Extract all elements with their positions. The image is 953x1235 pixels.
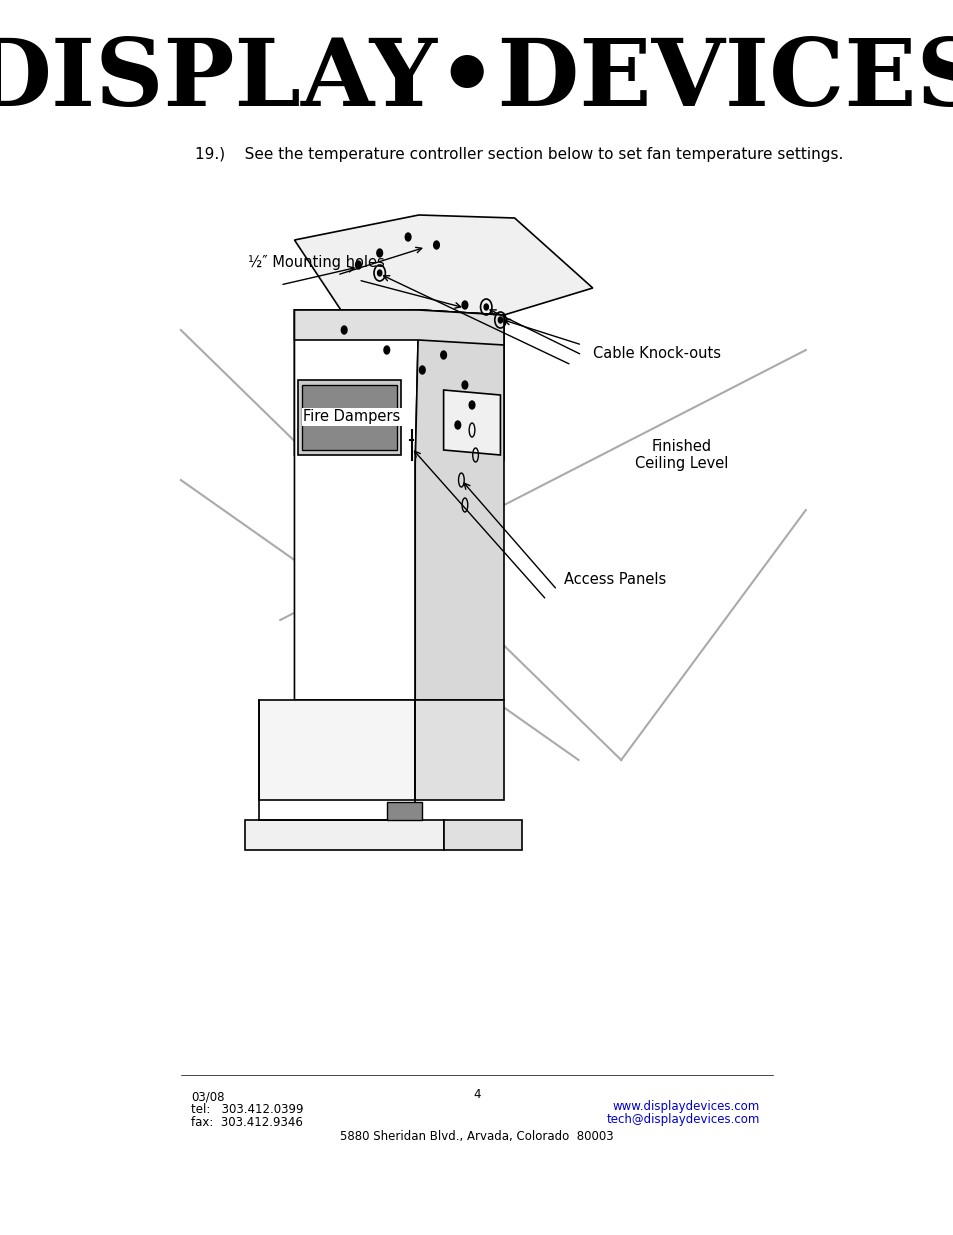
Circle shape — [405, 233, 411, 241]
Circle shape — [341, 326, 347, 333]
Circle shape — [419, 366, 425, 374]
Polygon shape — [443, 820, 521, 850]
Polygon shape — [294, 310, 503, 466]
Text: 5880 Sheridan Blvd., Arvada, Colorado  80003: 5880 Sheridan Blvd., Arvada, Colorado 80… — [340, 1130, 613, 1144]
Polygon shape — [415, 310, 503, 700]
Text: Fire Dampers: Fire Dampers — [303, 410, 400, 425]
Polygon shape — [258, 700, 415, 800]
Text: ½″ Mounting holes: ½″ Mounting holes — [248, 256, 385, 270]
Circle shape — [383, 346, 389, 354]
Text: 03/08: 03/08 — [192, 1091, 225, 1103]
Polygon shape — [443, 390, 500, 454]
Circle shape — [497, 317, 502, 324]
Text: Finished
Ceiling Level: Finished Ceiling Level — [635, 438, 728, 472]
Polygon shape — [294, 310, 503, 345]
Circle shape — [376, 249, 382, 257]
Circle shape — [377, 270, 381, 275]
Text: tech@displaydevices.com: tech@displaydevices.com — [606, 1113, 759, 1126]
Polygon shape — [294, 215, 592, 315]
Text: 4: 4 — [473, 1088, 480, 1100]
Polygon shape — [294, 310, 418, 700]
Circle shape — [461, 382, 467, 389]
Circle shape — [461, 301, 467, 309]
Circle shape — [483, 304, 488, 310]
Circle shape — [434, 241, 439, 249]
Polygon shape — [415, 700, 503, 800]
Text: Cable Knock-outs: Cable Knock-outs — [592, 346, 720, 361]
Text: tel:   303.412.0399: tel: 303.412.0399 — [192, 1103, 304, 1116]
Circle shape — [355, 261, 361, 269]
Text: DISPLAY•DEVICES: DISPLAY•DEVICES — [0, 35, 953, 125]
Text: www.displaydevices.com: www.displaydevices.com — [612, 1100, 759, 1113]
Circle shape — [469, 401, 475, 409]
Polygon shape — [301, 385, 397, 450]
Text: fax:  303.412.9346: fax: 303.412.9346 — [192, 1116, 303, 1129]
Circle shape — [440, 351, 446, 359]
Text: 19.)    See the temperature controller section below to set fan temperature sett: 19.) See the temperature controller sect… — [194, 147, 842, 163]
Circle shape — [455, 421, 460, 429]
Text: Access Panels: Access Panels — [564, 573, 666, 588]
Polygon shape — [297, 380, 400, 454]
Polygon shape — [245, 820, 443, 850]
FancyBboxPatch shape — [386, 802, 422, 820]
